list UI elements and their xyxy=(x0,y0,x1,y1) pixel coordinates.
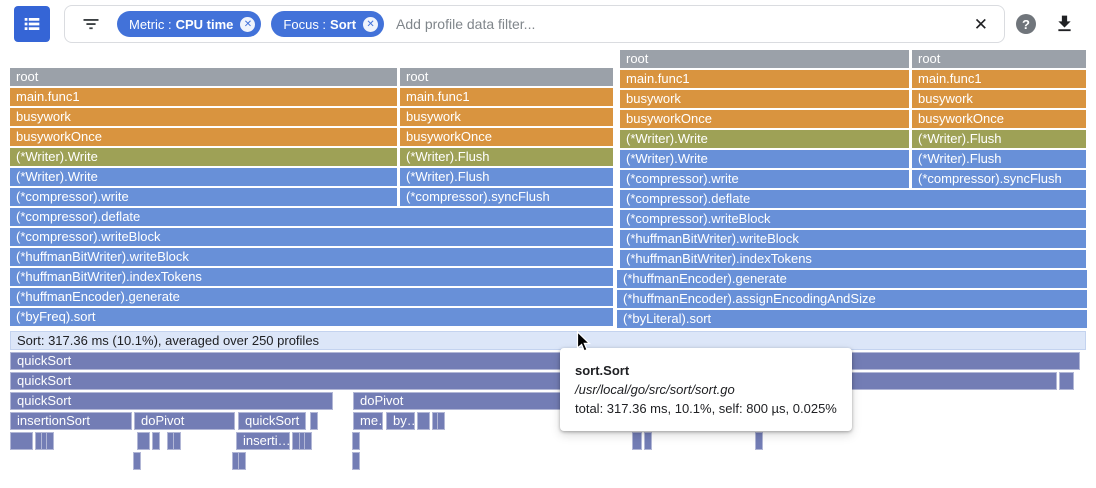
flame-bar[interactable]: (*compressor).syncFlush xyxy=(912,170,1086,188)
filter-bar[interactable]: Metric : CPU time ✕ Focus : Sort ✕ ✕ xyxy=(64,5,1005,43)
view-list-icon xyxy=(24,18,40,30)
flame-bar[interactable] xyxy=(133,452,141,470)
filter-chip-metric[interactable]: Metric : CPU time ✕ xyxy=(117,11,262,37)
flame-bar[interactable]: main.func1 xyxy=(620,70,909,88)
flame-bar[interactable]: (*huffmanBitWriter).writeBlock xyxy=(620,230,1086,248)
flame-bar[interactable] xyxy=(755,432,763,450)
flame-bar[interactable]: busyworkOnce xyxy=(10,128,397,146)
flame-bar[interactable]: busywork xyxy=(10,108,397,126)
download-icon[interactable] xyxy=(1054,13,1075,37)
flame-bar[interactable]: busyworkOnce xyxy=(620,110,909,128)
chip-prefix: Metric : xyxy=(129,16,172,32)
flame-bar[interactable]: quickSort xyxy=(10,392,333,410)
toolbar: Metric : CPU time ✕ Focus : Sort ✕ ✕ ? xyxy=(0,0,1096,48)
tooltip-stats: total: 317.36 ms, 10.1%, self: 800 µs, 0… xyxy=(575,401,837,416)
flame-bar[interactable]: (*huffmanEncoder).generate xyxy=(10,288,613,306)
flame-bar[interactable] xyxy=(352,432,360,450)
flame-bar[interactable] xyxy=(173,432,181,450)
flame-bar[interactable]: busywork xyxy=(620,90,909,108)
help-icon[interactable]: ? xyxy=(1016,14,1036,34)
flame-bar[interactable]: (*compressor).deflate xyxy=(10,208,613,226)
flame-bar[interactable] xyxy=(310,412,318,430)
flame-bar[interactable]: Sort: 317.36 ms (10.1%), averaged over 2… xyxy=(10,331,1086,350)
flame-bar[interactable] xyxy=(644,432,652,450)
flame-bar[interactable]: busywork xyxy=(912,90,1086,108)
flame-bar[interactable] xyxy=(137,432,150,450)
flame-bar[interactable]: main.func1 xyxy=(912,70,1086,88)
flame-bar[interactable]: (*compressor).writeBlock xyxy=(620,210,1086,228)
flame-bar[interactable]: quickSort xyxy=(238,412,306,430)
flame-bar[interactable]: by… xyxy=(386,412,415,430)
flame-bar[interactable]: quickSort xyxy=(10,352,1080,370)
flame-bar[interactable]: busywork xyxy=(400,108,613,126)
flame-options-button[interactable] xyxy=(14,6,50,42)
filter-input[interactable] xyxy=(394,15,946,33)
flame-bar[interactable]: (*Writer).Write xyxy=(10,168,397,186)
flame-bar[interactable]: busyworkOnce xyxy=(912,110,1086,128)
flame-bar[interactable]: root xyxy=(912,50,1086,68)
flame-bar[interactable]: (*huffmanBitWriter).indexTokens xyxy=(620,250,1086,268)
flame-bar[interactable]: (*Writer).Write xyxy=(620,130,909,148)
flame-bar[interactable] xyxy=(437,412,445,430)
flame-bar[interactable]: busyworkOnce xyxy=(400,128,613,146)
flame-bar[interactable] xyxy=(10,432,33,450)
flame-bar[interactable]: root xyxy=(620,50,909,68)
flame-bar[interactable] xyxy=(238,452,246,470)
flame-bar[interactable]: (*compressor).deflate xyxy=(620,190,1086,208)
tooltip-title: sort.Sort xyxy=(575,363,630,378)
flame-bar[interactable]: (*compressor).write xyxy=(10,188,397,206)
flame-bar[interactable]: quickSort xyxy=(10,372,1057,390)
tooltip: sort.Sort /usr/local/go/src/sort/sort.go… xyxy=(560,348,852,431)
tooltip-path: /usr/local/go/src/sort/sort.go xyxy=(575,382,735,397)
flame-bar[interactable]: (*huffmanBitWriter).indexTokens xyxy=(10,268,613,286)
flame-bar[interactable]: (*Writer).Flush xyxy=(912,150,1086,168)
chip-remove-icon[interactable]: ✕ xyxy=(363,16,379,32)
flame-bar[interactable] xyxy=(46,432,54,450)
chip-remove-icon[interactable]: ✕ xyxy=(240,16,256,32)
flame-bar[interactable]: (*compressor).writeBlock xyxy=(10,228,613,246)
flame-bar[interactable]: (*byFreq).sort xyxy=(10,308,613,326)
chip-value: CPU time xyxy=(175,16,234,32)
flame-bar[interactable]: (*Writer).Write xyxy=(620,150,909,168)
chip-prefix: Focus : xyxy=(283,16,327,32)
flame-bar[interactable] xyxy=(417,412,430,430)
filter-list-icon xyxy=(81,14,101,34)
flame-bar[interactable]: (*huffmanEncoder).generate xyxy=(617,270,1087,288)
clear-filters-button[interactable]: ✕ xyxy=(970,16,992,33)
flame-bar[interactable]: me… xyxy=(353,412,383,430)
flame-bar[interactable]: (*huffmanBitWriter).writeBlock xyxy=(10,248,613,266)
flame-bar[interactable]: doPivot xyxy=(134,412,235,430)
flame-bar[interactable]: (*Writer).Flush xyxy=(400,148,613,166)
flame-bar[interactable]: root xyxy=(400,68,613,86)
flame-bar[interactable]: (*compressor).syncFlush xyxy=(400,188,613,206)
flame-bar[interactable]: (*Writer).Flush xyxy=(400,168,613,186)
flame-bar[interactable]: (*huffmanEncoder).assignEncodingAndSize xyxy=(617,290,1087,308)
flame-bar[interactable]: inserti… xyxy=(236,432,290,450)
flame-bar[interactable]: main.func1 xyxy=(400,88,613,106)
flame-bar[interactable] xyxy=(304,432,312,450)
flame-bar[interactable]: root xyxy=(10,68,397,86)
flame-bar[interactable] xyxy=(632,432,642,450)
flame-bar[interactable]: (*byLiteral).sort xyxy=(617,310,1087,328)
flame-bar[interactable]: doPivot xyxy=(353,392,620,410)
flame-bar[interactable]: (*compressor).write xyxy=(620,170,909,188)
filter-chip-focus[interactable]: Focus : Sort ✕ xyxy=(271,11,385,37)
flame-bar[interactable] xyxy=(1059,372,1074,390)
flame-bar[interactable] xyxy=(352,452,360,470)
chip-value: Sort xyxy=(330,16,357,32)
filter-chips: Metric : CPU time ✕ Focus : Sort ✕ xyxy=(117,11,385,37)
flame-bar[interactable]: insertionSort xyxy=(10,412,132,430)
flame-bar[interactable]: (*Writer).Flush xyxy=(912,130,1086,148)
flame-bar[interactable] xyxy=(152,432,160,450)
flame-bar[interactable]: main.func1 xyxy=(10,88,397,106)
flame-bar[interactable]: (*Writer).Write xyxy=(10,148,397,166)
